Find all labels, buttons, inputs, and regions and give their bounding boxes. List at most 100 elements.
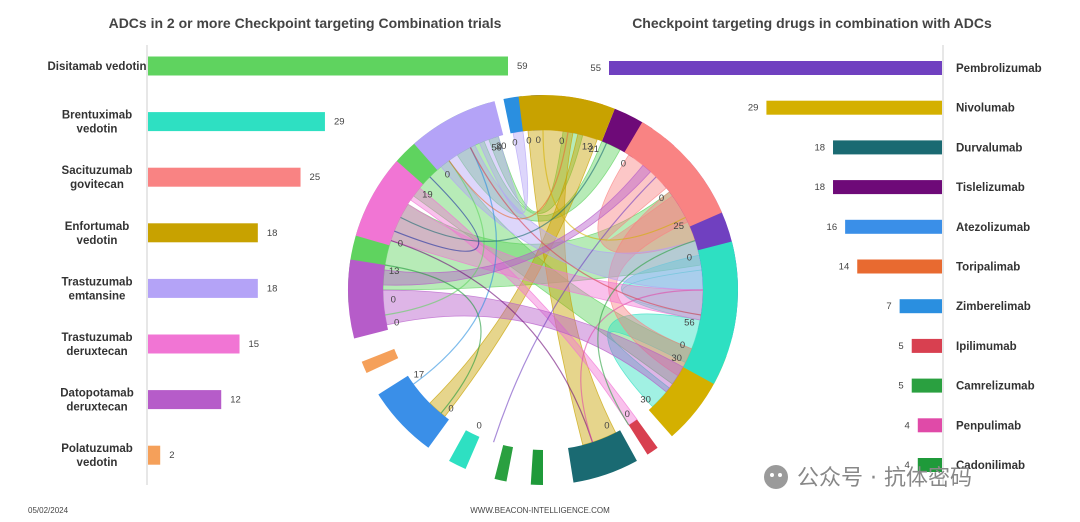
category-label: Ipilimumab — [956, 341, 1017, 353]
data-label: 15 — [249, 339, 260, 350]
data-label: 12 — [230, 395, 241, 406]
right-chart-title: Checkpoint targeting drugs in combinatio… — [632, 15, 992, 31]
bar — [148, 167, 301, 187]
data-label: 59 — [517, 61, 528, 72]
chord-arc — [361, 348, 399, 374]
bar — [148, 334, 240, 354]
footer-date: 05/02/2024 — [28, 506, 69, 515]
data-label: 5 — [898, 341, 903, 352]
arc-tick-label: 25 — [673, 221, 684, 232]
chord-line — [542, 129, 686, 241]
arc-tick-label: 0 — [445, 169, 450, 180]
chord-line — [469, 147, 702, 316]
data-label: 29 — [748, 103, 759, 114]
bar — [833, 140, 942, 155]
arc-tick-label: 0 — [391, 294, 396, 305]
data-label: 5 — [898, 381, 903, 392]
arc-tick-label: 13 — [582, 142, 593, 153]
footer-source: WWW.BEACON-INTELLIGENCE.COM — [470, 506, 610, 515]
arc-tick-label: 0 — [476, 421, 481, 432]
chord-arc — [683, 241, 738, 384]
chord-arc — [518, 95, 615, 142]
chord-ribbon — [410, 187, 638, 426]
bar — [917, 458, 942, 472]
chord-arc — [355, 161, 423, 246]
arc-tick-label: 0 — [526, 136, 531, 147]
bar — [911, 338, 942, 353]
chord-line — [580, 289, 704, 443]
arc-tick-label: 0 — [680, 340, 685, 351]
arc-tick-label: 0 — [604, 421, 609, 432]
arc-tick-label: 0 — [448, 404, 453, 415]
category-label: Brentuximab vedotin — [62, 110, 132, 136]
bar — [148, 223, 258, 243]
bar — [911, 378, 942, 393]
arc-tick-label: 0 — [536, 135, 541, 146]
arc-tick-label: 0 — [398, 239, 403, 250]
chord-line — [492, 176, 657, 443]
chord-line — [394, 176, 480, 252]
chord-arc — [568, 430, 637, 483]
category-label: Toripalimab — [956, 262, 1020, 274]
category-label: Penpulimab — [956, 420, 1021, 432]
data-label: 4 — [904, 460, 909, 471]
arc-tick-label: 0 — [659, 193, 664, 204]
category-label: Durvalumab — [956, 142, 1022, 154]
arc-tick-label: 13 — [389, 266, 400, 277]
category-label: Enfortumab vedotin — [65, 221, 130, 247]
category-label: Cadonilimab — [956, 460, 1025, 472]
chord-line — [448, 131, 569, 220]
arc-tick-label: 30 — [671, 353, 682, 364]
data-label: 29 — [334, 117, 345, 128]
arc-tick-label: 21 — [589, 144, 600, 155]
arc-tick-label: 0 — [625, 409, 630, 420]
category-label: Trastuzumab emtansine — [62, 276, 133, 302]
arc-tick-label: 0 — [621, 158, 626, 169]
data-label: 18 — [267, 228, 278, 239]
data-label: 18 — [814, 142, 825, 153]
data-label: 14 — [839, 262, 850, 273]
data-label: 18 — [267, 283, 278, 294]
chord-arc — [494, 444, 514, 482]
bar — [833, 180, 942, 195]
chord-ribbon — [456, 140, 621, 222]
data-label: 4 — [904, 420, 909, 431]
arc-tick-label: 20 — [496, 141, 507, 152]
left-chart-title: ADCs in 2 or more Checkpoint targeting C… — [109, 15, 502, 31]
data-label: 16 — [827, 222, 838, 233]
category-label: Trastuzumab deruxtecan — [62, 332, 133, 358]
category-label: Pembrolizumab — [956, 63, 1042, 75]
chord-arc — [530, 449, 543, 485]
data-label: 55 — [590, 63, 601, 74]
category-label: Sacituzumab govitecan — [62, 165, 133, 191]
chord-arc — [378, 375, 449, 448]
arc-tick-label: 0 — [687, 252, 692, 263]
arc-tick-label: 17 — [414, 369, 425, 380]
arc-tick-label: 59 — [491, 142, 502, 153]
chord-line — [390, 239, 594, 443]
arc-tick-label: 0 — [394, 318, 399, 329]
bar — [917, 418, 942, 433]
data-label: 18 — [814, 182, 825, 193]
chord-line — [384, 264, 482, 414]
bar — [148, 390, 222, 410]
bar — [857, 259, 942, 274]
category-label: Datopotamab deruxtecan — [60, 388, 133, 414]
bar — [766, 100, 942, 115]
data-label: 25 — [310, 172, 321, 183]
category-label: Atezolizumab — [956, 222, 1030, 234]
arc-tick-label: 0 — [559, 136, 564, 147]
left-bar-chart: 59 Disitamab vedotin 29 Brentuximab vedotin 2… — [47, 56, 528, 469]
category-label: Zimberelimab — [956, 301, 1031, 313]
category-label: Disitamab vedotin — [47, 61, 146, 73]
bar — [148, 278, 258, 298]
chord-arc — [628, 419, 658, 455]
bar — [845, 219, 942, 234]
arc-tick-label: 0 — [512, 138, 517, 149]
bar — [148, 112, 325, 132]
chord-arc — [348, 259, 389, 339]
chord-line — [597, 239, 696, 426]
